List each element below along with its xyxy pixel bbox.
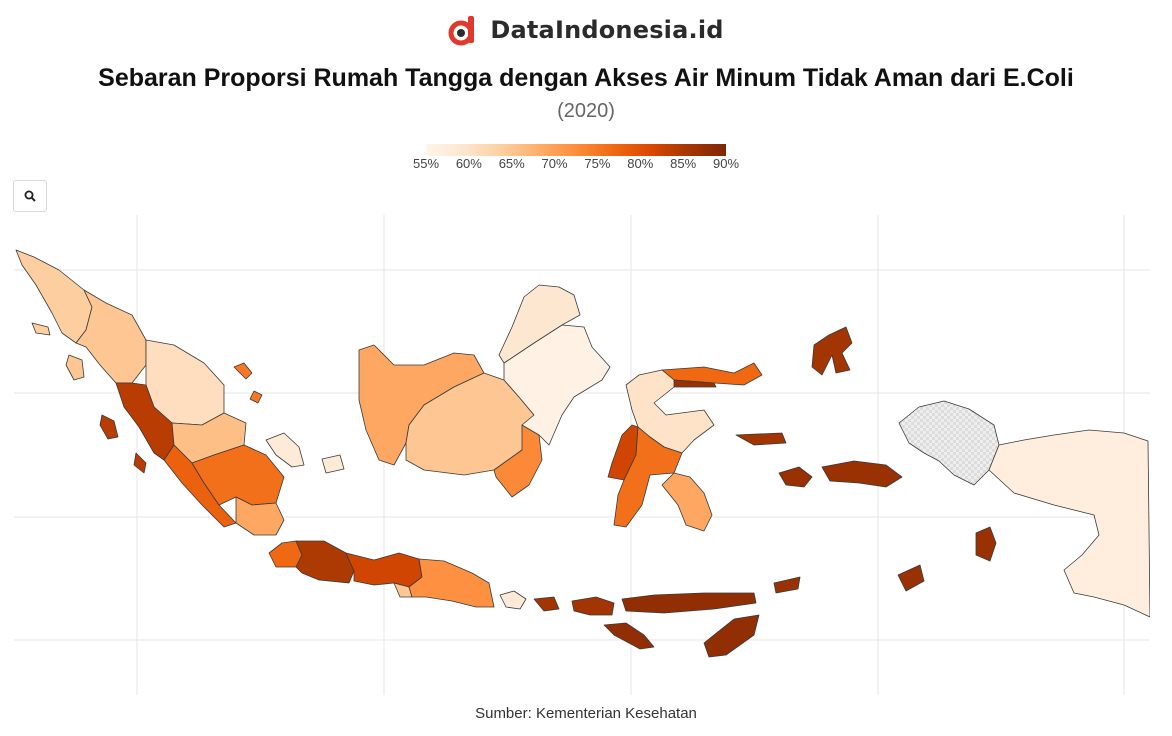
zoom-button[interactable] (13, 180, 47, 212)
region-banten[interactable] (268, 540, 303, 568)
legend-tick-label: 70% (541, 156, 568, 171)
region-kalimantan-selatan[interactable] (493, 424, 543, 498)
region-sulawesi-selatan[interactable] (613, 426, 683, 528)
chart-subtitle: (2020) (557, 100, 615, 122)
region-mentawai-islands[interactable] (99, 414, 147, 474)
source-note: Sumber: Kementerian Kesehatan (475, 705, 697, 722)
dataindonesia-logo-icon (448, 16, 475, 46)
region-bengkulu[interactable] (163, 444, 237, 528)
region-ntb[interactable] (533, 596, 615, 616)
region-lampung[interactable] (235, 496, 285, 536)
search-icon (24, 190, 36, 202)
region-papua-barat[interactable] (898, 400, 1000, 486)
region-jawa-tengah[interactable] (345, 552, 423, 588)
region-kalimantan-utara[interactable] (498, 284, 581, 364)
region-kepulauan-riau[interactable] (233, 362, 263, 404)
chart-title: Sebaran Proporsi Rumah Tangga dengan Aks… (98, 64, 1074, 92)
region-simeulue-island[interactable] (31, 322, 51, 336)
legend-tick-label: 60% (455, 156, 482, 171)
legend-tick-label: 80% (627, 156, 654, 171)
legend-tick-label: 90% (712, 156, 740, 171)
region-sulawesi-tenggara[interactable] (661, 472, 713, 532)
legend-tick-label: 65% (498, 156, 525, 171)
region-bali[interactable] (499, 590, 527, 610)
region-kalimantan-timur[interactable] (503, 324, 611, 446)
region-papua[interactable] (988, 429, 1150, 618)
legend-tick-label: 75% (584, 156, 611, 171)
region-maluku-utara[interactable] (735, 326, 853, 446)
region-ntt[interactable] (603, 592, 760, 658)
region-nias-island[interactable] (65, 354, 85, 381)
color-legend: 55% 60% 65% 70% 75% 80% 85% 90% (410, 144, 750, 174)
legend-tick-label: 55% (412, 156, 440, 171)
region-aceh[interactable] (15, 249, 93, 344)
region-bangka-belitung[interactable] (265, 432, 345, 474)
region-jawa-timur[interactable] (408, 558, 495, 608)
region-maluku[interactable] (773, 460, 997, 594)
region-jawa-barat[interactable] (295, 540, 355, 584)
legend-tick-label: 85% (670, 156, 697, 171)
brand-name: DataIndonesia.id (490, 16, 724, 44)
legend-color-bar (426, 144, 726, 156)
brand-header: DataIndonesia.id (0, 14, 1172, 46)
indonesia-map[interactable] (14, 215, 1150, 695)
